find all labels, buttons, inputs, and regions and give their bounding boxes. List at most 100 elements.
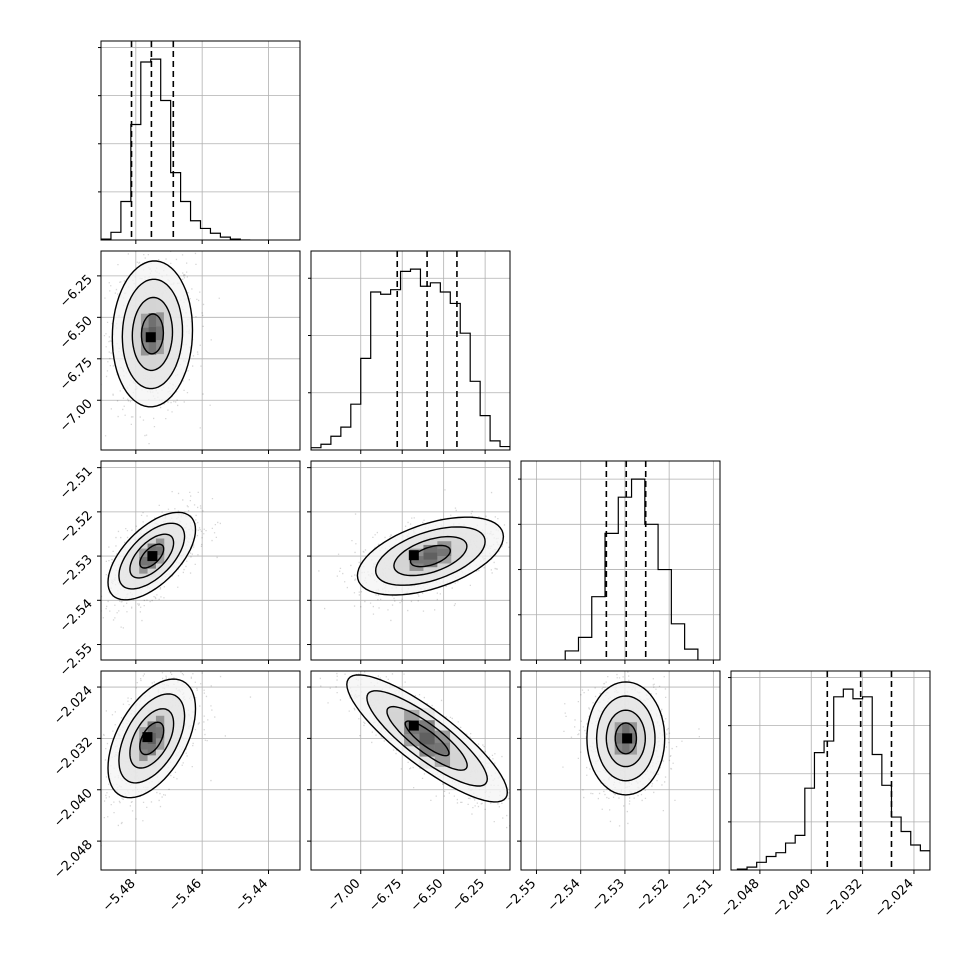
histogram-series bbox=[736, 688, 930, 870]
x-tick-label: −2.032 bbox=[821, 876, 866, 921]
density-peak bbox=[147, 551, 158, 562]
density-cell bbox=[148, 313, 157, 327]
scatter-panel bbox=[100, 250, 301, 451]
x-tick-label: −2.048 bbox=[718, 876, 763, 921]
density-cell bbox=[404, 734, 420, 747]
density-cell bbox=[155, 727, 165, 739]
x-tick-label: −2.55 bbox=[501, 876, 540, 915]
axes-frame bbox=[100, 250, 301, 451]
axes-frame bbox=[310, 250, 511, 451]
x-tick-label: −2.024 bbox=[872, 876, 917, 921]
density-cell bbox=[629, 743, 637, 755]
density-peak bbox=[622, 733, 633, 744]
axes-frame bbox=[730, 670, 931, 871]
density-peak bbox=[408, 720, 419, 731]
density-cell bbox=[437, 548, 452, 557]
y-tick-label: −6.25 bbox=[57, 272, 96, 311]
density-cell bbox=[147, 721, 156, 733]
density-cell bbox=[434, 754, 451, 767]
density-cell bbox=[409, 563, 424, 571]
density-cell bbox=[404, 709, 420, 723]
x-tick-label: −5.44 bbox=[233, 876, 272, 915]
axes-frame bbox=[520, 460, 721, 661]
density-cell bbox=[155, 555, 165, 564]
hist-panel bbox=[308, 250, 511, 451]
density-cell bbox=[419, 720, 435, 733]
axes-frame bbox=[310, 670, 511, 871]
y-tick-label: −7.00 bbox=[57, 396, 96, 435]
hist-panel bbox=[98, 40, 301, 241]
density-cell bbox=[139, 565, 148, 574]
y-tick-label: −2.53 bbox=[57, 552, 96, 591]
x-tick-label: −2.54 bbox=[545, 876, 584, 915]
y-tick-label: −6.50 bbox=[57, 314, 96, 353]
panels-layer: −5.48 −5.46 −5.44 −7.00 −6.75 −6.50 −6.25 −2.55… bbox=[51, 40, 931, 921]
density-cell bbox=[629, 733, 637, 744]
y-tick-label: −2.54 bbox=[57, 597, 96, 636]
hist-panel bbox=[728, 670, 931, 871]
x-tick-label: −2.040 bbox=[769, 876, 814, 921]
density-cell bbox=[147, 560, 156, 569]
axes-frame bbox=[100, 40, 301, 241]
density-cell bbox=[622, 722, 630, 734]
density-cell bbox=[156, 326, 164, 341]
density-peak bbox=[145, 332, 156, 343]
scatter-panel bbox=[310, 460, 511, 661]
density-cell bbox=[437, 556, 452, 564]
density-cell bbox=[614, 722, 623, 734]
x-tick-label: −6.50 bbox=[408, 876, 447, 915]
density-cell bbox=[419, 744, 435, 757]
scatter-panel bbox=[100, 670, 301, 871]
density-cell bbox=[155, 538, 165, 547]
density-cell bbox=[140, 313, 149, 328]
density-cell bbox=[147, 744, 156, 756]
contour-line bbox=[409, 544, 452, 568]
density-cell bbox=[140, 327, 149, 342]
density-cell bbox=[139, 556, 148, 566]
density-cell bbox=[423, 559, 438, 568]
density-cell bbox=[614, 743, 623, 755]
density-cell bbox=[437, 541, 452, 549]
density-cell bbox=[139, 738, 148, 750]
axes-frame bbox=[310, 460, 511, 661]
x-tick-label: −6.75 bbox=[366, 876, 405, 915]
histogram-series bbox=[101, 58, 251, 240]
y-tick-label: −2.040 bbox=[51, 786, 96, 831]
density-cell bbox=[434, 730, 451, 743]
axes-frame bbox=[100, 460, 301, 661]
y-tick-label: −2.024 bbox=[51, 683, 96, 728]
histogram-series bbox=[564, 478, 699, 660]
density-cell bbox=[423, 552, 438, 560]
scatter-panel bbox=[520, 670, 721, 871]
y-tick-label: −2.52 bbox=[57, 508, 96, 547]
x-tick-label: −5.48 bbox=[100, 876, 139, 915]
scatter-points bbox=[562, 671, 700, 827]
y-tick-label: −2.55 bbox=[57, 641, 96, 680]
density-cell bbox=[155, 546, 165, 556]
x-tick-label: −7.00 bbox=[325, 876, 364, 915]
y-tick-label: −2.048 bbox=[51, 837, 96, 882]
density-cell bbox=[155, 738, 165, 750]
hist-panel bbox=[518, 460, 721, 661]
x-tick-label: −2.51 bbox=[677, 876, 716, 915]
y-tick-label: −6.75 bbox=[57, 355, 96, 394]
density-peak bbox=[408, 550, 419, 561]
y-tick-label: −2.51 bbox=[57, 464, 96, 503]
density-cell bbox=[622, 743, 630, 755]
density-cell bbox=[629, 722, 637, 734]
x-tick-label: −6.25 bbox=[449, 876, 488, 915]
density-cell bbox=[156, 340, 164, 355]
axes-frame bbox=[520, 670, 721, 871]
density-cell bbox=[148, 340, 157, 355]
x-tick-label: −2.52 bbox=[633, 876, 672, 915]
density-cell bbox=[155, 715, 165, 728]
density-cell bbox=[614, 733, 623, 744]
histogram-series bbox=[311, 268, 510, 450]
y-tick-label: −2.032 bbox=[51, 735, 96, 780]
density-cell bbox=[423, 544, 438, 553]
density-peak bbox=[142, 732, 153, 743]
density-cell bbox=[139, 749, 148, 762]
density-cell bbox=[139, 548, 148, 557]
density-cell bbox=[434, 742, 451, 755]
